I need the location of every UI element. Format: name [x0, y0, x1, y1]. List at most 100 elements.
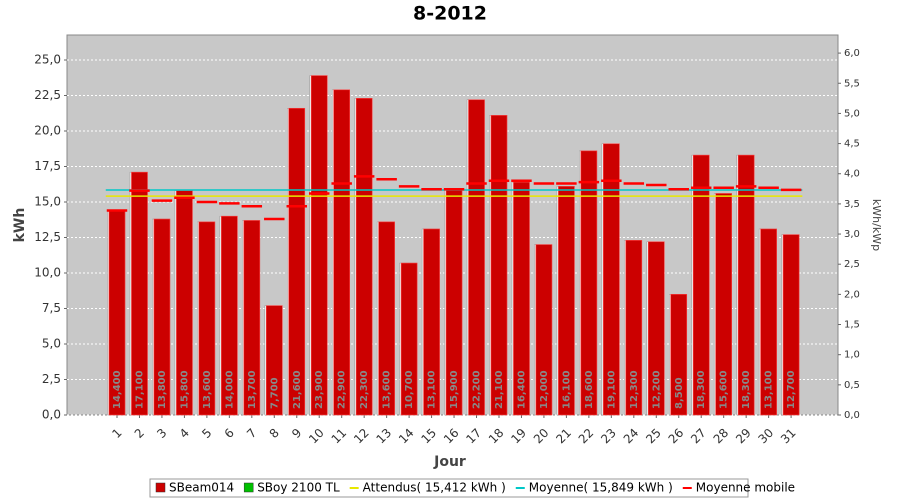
x-tick-label: 22 — [576, 426, 597, 447]
x-tick-label: 19 — [508, 426, 529, 447]
bar-value-label: 14,000 — [224, 370, 235, 409]
y2-tick-label: 5,0 — [844, 108, 860, 119]
y-tick-label: 15,0 — [34, 194, 61, 208]
x-tick-label: 23 — [598, 426, 619, 447]
bar — [310, 75, 328, 416]
x-tick-label: 15 — [418, 426, 439, 447]
x-tick-label: 6 — [222, 426, 237, 441]
x-tick-label: 11 — [329, 426, 350, 447]
y-tick-label: 20,0 — [34, 123, 61, 137]
bar — [782, 234, 800, 416]
legend-swatch — [243, 482, 254, 493]
bar — [131, 171, 148, 416]
x-tick-label: 7 — [244, 426, 259, 441]
bar — [670, 293, 688, 416]
y-tick-label: 0,0 — [42, 408, 61, 422]
bar — [468, 99, 485, 416]
x-tick-label: 29 — [733, 426, 754, 447]
y-tick-label: 7,5 — [42, 301, 61, 315]
bar-value-label: 22,200 — [472, 370, 483, 409]
bar — [265, 305, 283, 416]
x-tick-label: 13 — [374, 426, 395, 447]
bar-value-label: 22,300 — [359, 370, 370, 409]
x-tick-label: 17 — [463, 426, 484, 447]
y-tick-label: 17,5 — [34, 159, 61, 173]
y2-tick-label: 1,0 — [844, 350, 860, 361]
bar-value-label: 15,600 — [719, 370, 730, 409]
y2-tick-label: 3,0 — [844, 229, 860, 240]
y2-tick-label: 2,0 — [844, 289, 860, 300]
bar-value-label: 18,600 — [584, 370, 595, 409]
bar-value-label: 18,300 — [696, 370, 707, 409]
y2-tick-label: 5,5 — [844, 78, 860, 89]
y-tick-label: 10,0 — [34, 265, 61, 279]
x-tick-label: 27 — [688, 426, 709, 447]
bar — [625, 240, 643, 416]
bar — [760, 228, 777, 416]
bar-value-label: 18,300 — [741, 370, 752, 409]
bar — [715, 193, 732, 416]
x-tick-label: 5 — [199, 426, 214, 441]
legend — [149, 478, 749, 498]
x-tick-label: 2 — [132, 426, 147, 441]
bar-value-label: 19,100 — [606, 370, 617, 409]
y-tick-label: 2,5 — [42, 372, 61, 386]
x-tick-label: 4 — [177, 426, 192, 441]
bar-value-label: 21,600 — [292, 370, 303, 409]
x-tick-label: 10 — [306, 426, 327, 447]
x-tick-label: 20 — [531, 426, 552, 447]
bar — [737, 154, 755, 416]
x-tick-label: 26 — [666, 426, 687, 447]
bar-value-label: 23,900 — [314, 370, 325, 409]
bar — [198, 221, 216, 416]
bar-value-label: 14,400 — [112, 370, 123, 409]
bar-value-label: 12,300 — [629, 370, 640, 409]
x-tick-label: 24 — [621, 426, 642, 447]
bar-value-label: 15,900 — [449, 370, 460, 409]
bar-value-label: 13,600 — [382, 370, 393, 409]
x-tick-label: 31 — [778, 426, 799, 447]
bar-value-label: 22,900 — [337, 370, 348, 409]
bar — [513, 181, 530, 416]
y-tick-label: 5,0 — [42, 336, 61, 350]
x-tick-label: 14 — [396, 426, 417, 447]
x-tick-label: 16 — [441, 426, 462, 447]
y-tick-label: 22,5 — [34, 88, 61, 102]
legend-label: SBeam014 — [169, 481, 234, 495]
x-tick-label: 1 — [109, 426, 124, 441]
bar-value-label: 15,800 — [179, 370, 190, 409]
bar-value-label: 12,200 — [651, 370, 662, 409]
x-tick-label: 3 — [154, 426, 169, 441]
bar — [558, 186, 575, 416]
bar-value-label: 12,700 — [786, 370, 797, 409]
y-tick-label: 25,0 — [34, 52, 61, 66]
bar-value-label: 13,600 — [202, 370, 213, 409]
bar-value-label: 17,100 — [134, 370, 145, 409]
y2-tick-label: 4,5 — [844, 139, 860, 150]
bar — [333, 89, 351, 416]
bar — [243, 220, 261, 416]
bar — [288, 107, 306, 416]
y-axis-label: kWh — [12, 208, 28, 243]
x-tick-label: 8 — [267, 426, 282, 441]
bar — [378, 221, 395, 416]
bar-value-label: 13,700 — [247, 370, 258, 409]
bar-value-label: 10,700 — [404, 370, 415, 409]
y2-tick-label: 0,5 — [844, 380, 860, 391]
x-tick-label: 21 — [553, 426, 574, 447]
x-tick-label: 9 — [289, 426, 304, 441]
legend-swatch — [155, 482, 166, 493]
legend-label: Attendus( 15,412 kWh ) — [363, 481, 506, 495]
legend-label: Moyenne mobile — [696, 481, 795, 495]
bar-value-label: 13,100 — [764, 370, 775, 409]
x-tick-label: 30 — [756, 426, 777, 447]
x-tick-label: 12 — [351, 426, 372, 447]
y2-tick-label: 3,5 — [844, 199, 860, 210]
bar — [580, 150, 598, 416]
y-tick-label: 12,5 — [34, 230, 61, 244]
y2-tick-label: 4,0 — [844, 169, 860, 180]
chart-title: 8-2012 — [413, 3, 487, 25]
legend-label: Moyenne( 15,849 kWh ) — [529, 481, 673, 495]
bar — [221, 215, 238, 416]
y2-tick-label: 1,5 — [844, 320, 860, 331]
